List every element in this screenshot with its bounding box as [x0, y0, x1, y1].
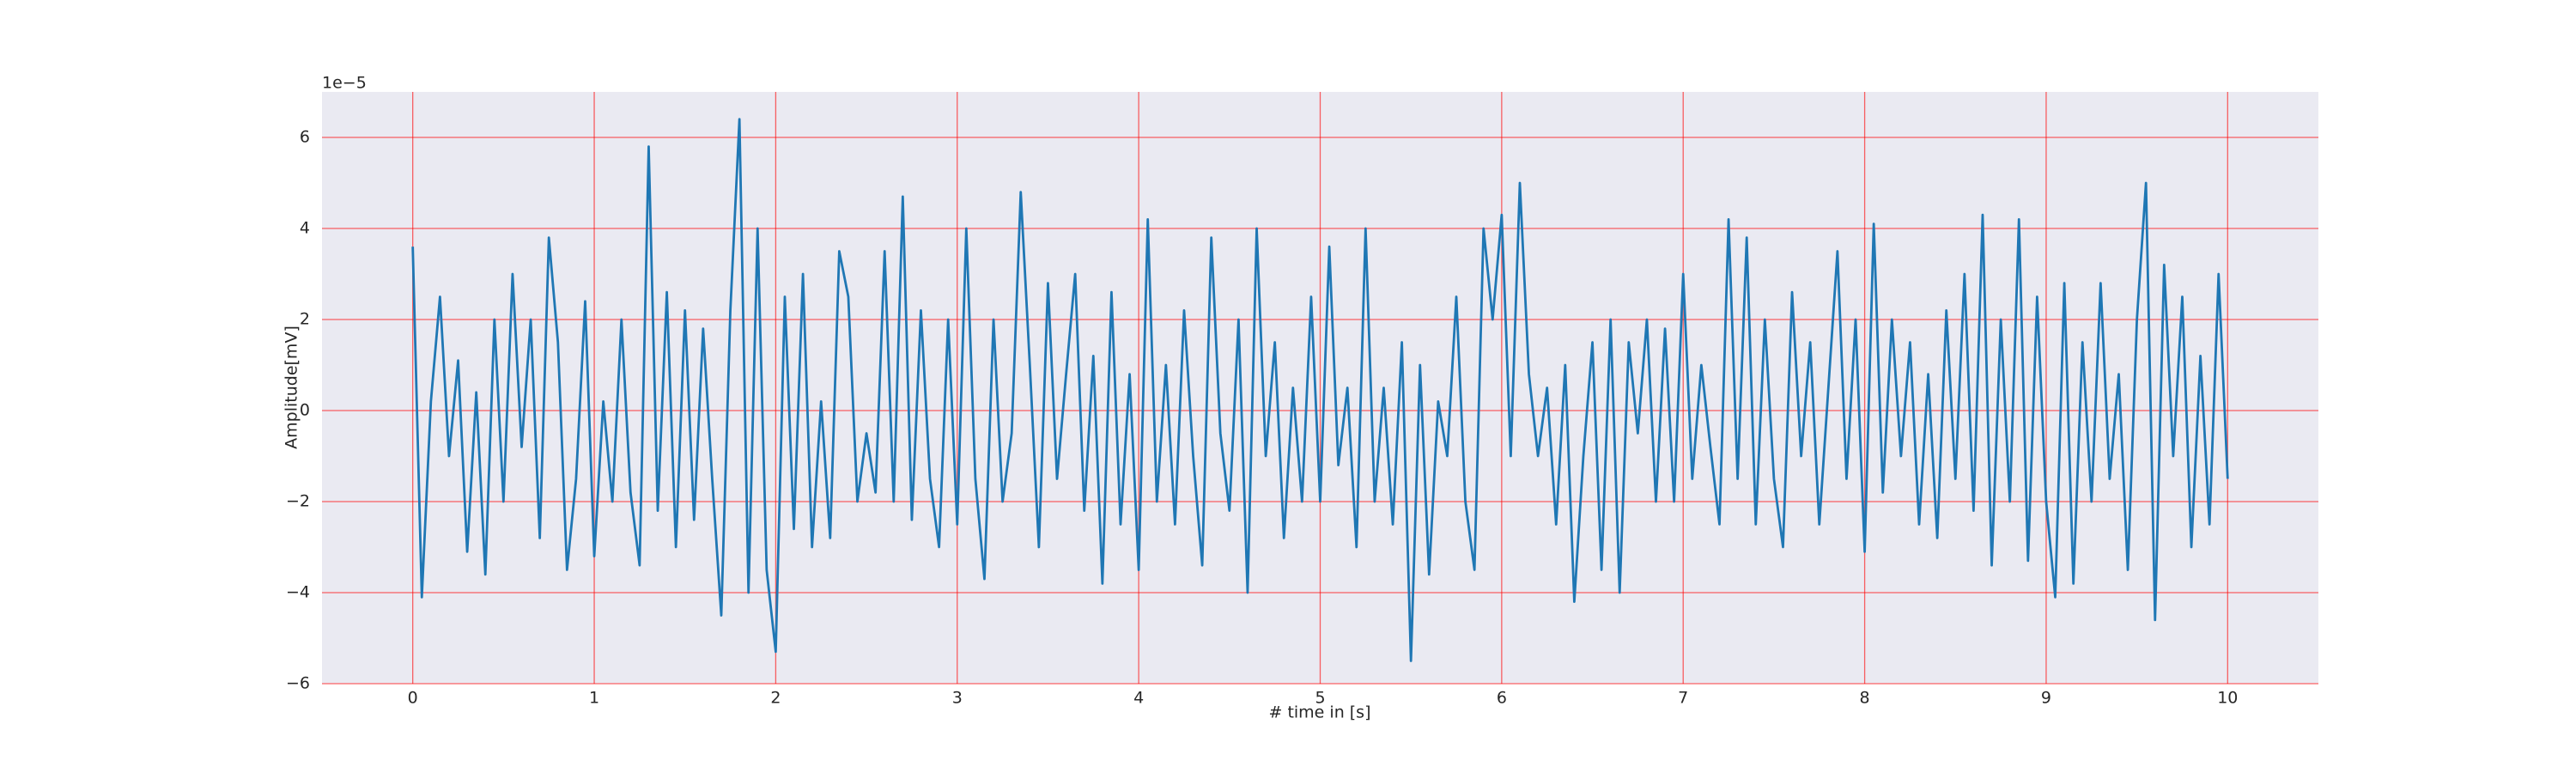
data-line	[411, 118, 2229, 662]
x-tick-label: 8	[1860, 689, 1870, 708]
y-tick-label: −4	[286, 583, 310, 602]
x-tick-label: 0	[408, 689, 418, 708]
y-tick-label: 6	[300, 128, 310, 147]
y-axis-label: Amplitude[mV]	[283, 326, 301, 449]
x-tick-label: 5	[1315, 689, 1325, 708]
x-tick-label: 6	[1497, 689, 1507, 708]
x-axis-label: # time in [s]	[1268, 703, 1370, 722]
y-tick-label: 4	[300, 219, 310, 238]
y-tick-label: 2	[300, 310, 310, 329]
x-tick-label: 9	[2041, 689, 2051, 708]
x-tick-label: 3	[952, 689, 963, 708]
x-tick-label: 4	[1133, 689, 1144, 708]
x-tick-label: 7	[1678, 689, 1688, 708]
x-tick-label: 1	[589, 689, 599, 708]
y-tick-label: 0	[300, 401, 310, 420]
x-tick-label: 2	[770, 689, 781, 708]
y-offset-label: 1e−5	[322, 74, 367, 93]
x-tick-label: 10	[2217, 689, 2238, 708]
y-tick-label: −6	[286, 674, 310, 693]
y-tick-label: −2	[286, 492, 310, 511]
